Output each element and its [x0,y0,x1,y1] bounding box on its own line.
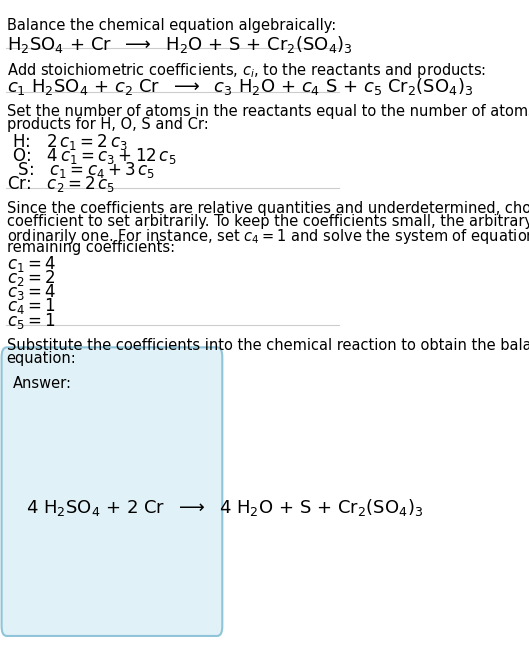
Text: remaining coefficients:: remaining coefficients: [7,240,175,255]
Text: $c_4 = 1$: $c_4 = 1$ [7,296,55,316]
Text: 4 H$_2$SO$_4$ + 2 Cr  $\longrightarrow$  4 H$_2$O + S + Cr$_2$(SO$_4$)$_3$: 4 H$_2$SO$_4$ + 2 Cr $\longrightarrow$ 4… [26,498,423,518]
Text: Answer:: Answer: [13,377,72,391]
Text: ordinarily one. For instance, set $c_4 = 1$ and solve the system of equations fo: ordinarily one. For instance, set $c_4 =… [7,227,529,246]
Text: O:   $4\,c_1 = c_3 + 12\,c_5$: O: $4\,c_1 = c_3 + 12\,c_5$ [7,146,176,166]
Text: S:   $c_1 = c_4 + 3\,c_5$: S: $c_1 = c_4 + 3\,c_5$ [7,160,155,180]
Text: Set the number of atoms in the reactants equal to the number of atoms in the: Set the number of atoms in the reactants… [7,104,529,120]
Text: products for H, O, S and Cr:: products for H, O, S and Cr: [7,117,208,133]
Text: $c_3 = 4$: $c_3 = 4$ [7,282,56,302]
Text: $c_1 = 4$: $c_1 = 4$ [7,254,56,274]
FancyBboxPatch shape [2,347,222,636]
Text: $c_2 = 2$: $c_2 = 2$ [7,268,55,288]
Text: Balance the chemical equation algebraically:: Balance the chemical equation algebraica… [7,18,336,33]
Text: Since the coefficients are relative quantities and underdetermined, choose a: Since the coefficients are relative quan… [7,201,529,216]
Text: $c_5 = 1$: $c_5 = 1$ [7,311,55,331]
Text: H:   $2\,c_1 = 2\,c_3$: H: $2\,c_1 = 2\,c_3$ [7,131,127,151]
Text: H$_2$SO$_4$ + Cr  $\longrightarrow$  H$_2$O + S + Cr$_2$(SO$_4$)$_3$: H$_2$SO$_4$ + Cr $\longrightarrow$ H$_2$… [7,34,352,54]
Text: $c_1$ H$_2$SO$_4$ + $c_2$ Cr  $\longrightarrow$  $c_3$ H$_2$O + $c_4$ S + $c_5$ : $c_1$ H$_2$SO$_4$ + $c_2$ Cr $\longright… [7,76,473,97]
Text: equation:: equation: [7,351,77,366]
Text: Substitute the coefficients into the chemical reaction to obtain the balanced: Substitute the coefficients into the che… [7,338,529,353]
Text: Add stoichiometric coefficients, $c_i$, to the reactants and products:: Add stoichiometric coefficients, $c_i$, … [7,61,486,80]
Text: Cr:   $c_2 = 2\,c_5$: Cr: $c_2 = 2\,c_5$ [7,174,115,194]
Text: coefficient to set arbitrarily. To keep the coefficients small, the arbitrary va: coefficient to set arbitrarily. To keep … [7,214,529,229]
